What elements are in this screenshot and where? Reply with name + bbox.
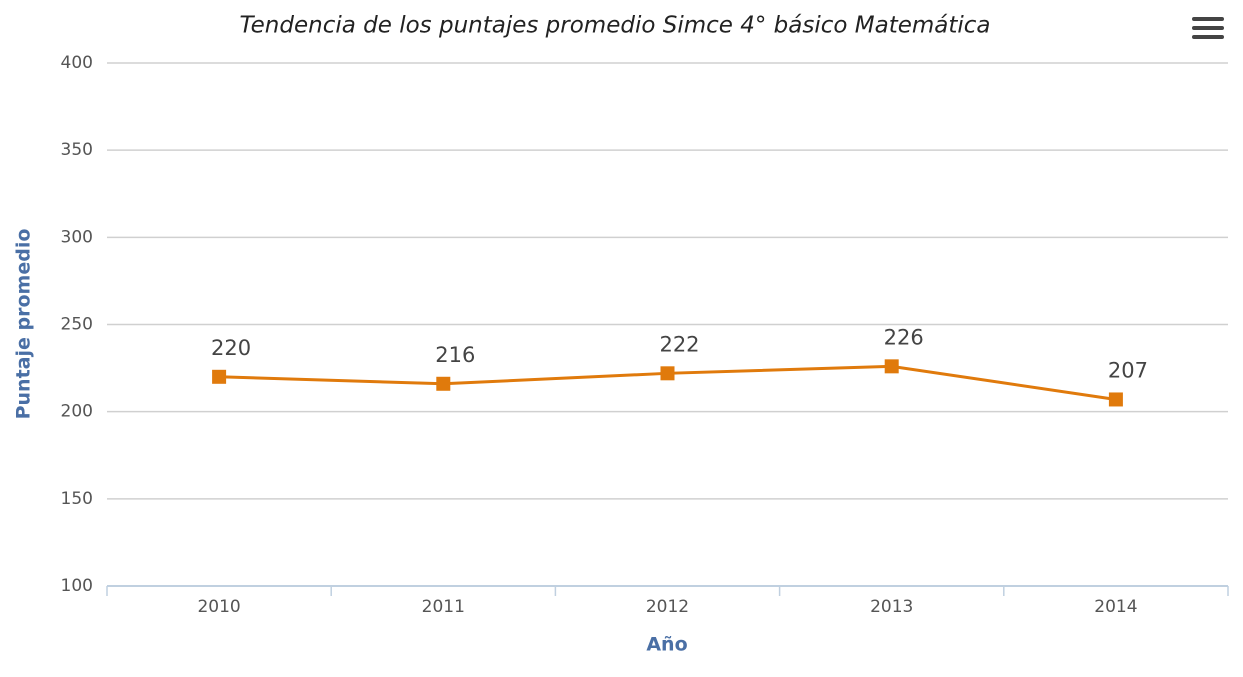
y-tick-label: 250 — [61, 315, 93, 335]
point-marker — [212, 369, 227, 384]
x-tick-label: 2012 — [646, 597, 689, 617]
y-tick-label: 400 — [61, 53, 93, 73]
point-marker — [884, 359, 899, 374]
menu-bar — [1192, 17, 1224, 21]
x-tick-label: 2011 — [422, 597, 465, 617]
data-label: 222 — [659, 332, 699, 356]
data-label: 207 — [1108, 358, 1148, 382]
y-axis-title: Puntaje promedio — [13, 229, 35, 420]
x-axis-title: Año — [646, 634, 687, 656]
menu-bar — [1192, 35, 1224, 39]
data-label: 220 — [211, 336, 251, 360]
y-tick-label: 200 — [61, 402, 93, 422]
x-tick-label: 2014 — [1094, 597, 1137, 617]
x-tick-label: 2010 — [197, 597, 240, 617]
y-tick-label: 150 — [61, 489, 93, 509]
point-marker — [660, 366, 675, 381]
y-tick-label: 350 — [61, 140, 93, 160]
menu-button[interactable] — [1188, 12, 1228, 44]
point-marker — [436, 376, 451, 391]
y-tick-label: 100 — [61, 576, 93, 596]
data-label: 226 — [884, 325, 924, 349]
y-tick-label: 300 — [61, 227, 93, 247]
x-tick-label: 2013 — [870, 597, 913, 617]
chart-title: Tendencia de los puntajes promedio Simce… — [239, 13, 990, 39]
point-marker — [1108, 392, 1123, 407]
data-label: 216 — [435, 343, 475, 367]
menu-bar — [1192, 26, 1224, 30]
